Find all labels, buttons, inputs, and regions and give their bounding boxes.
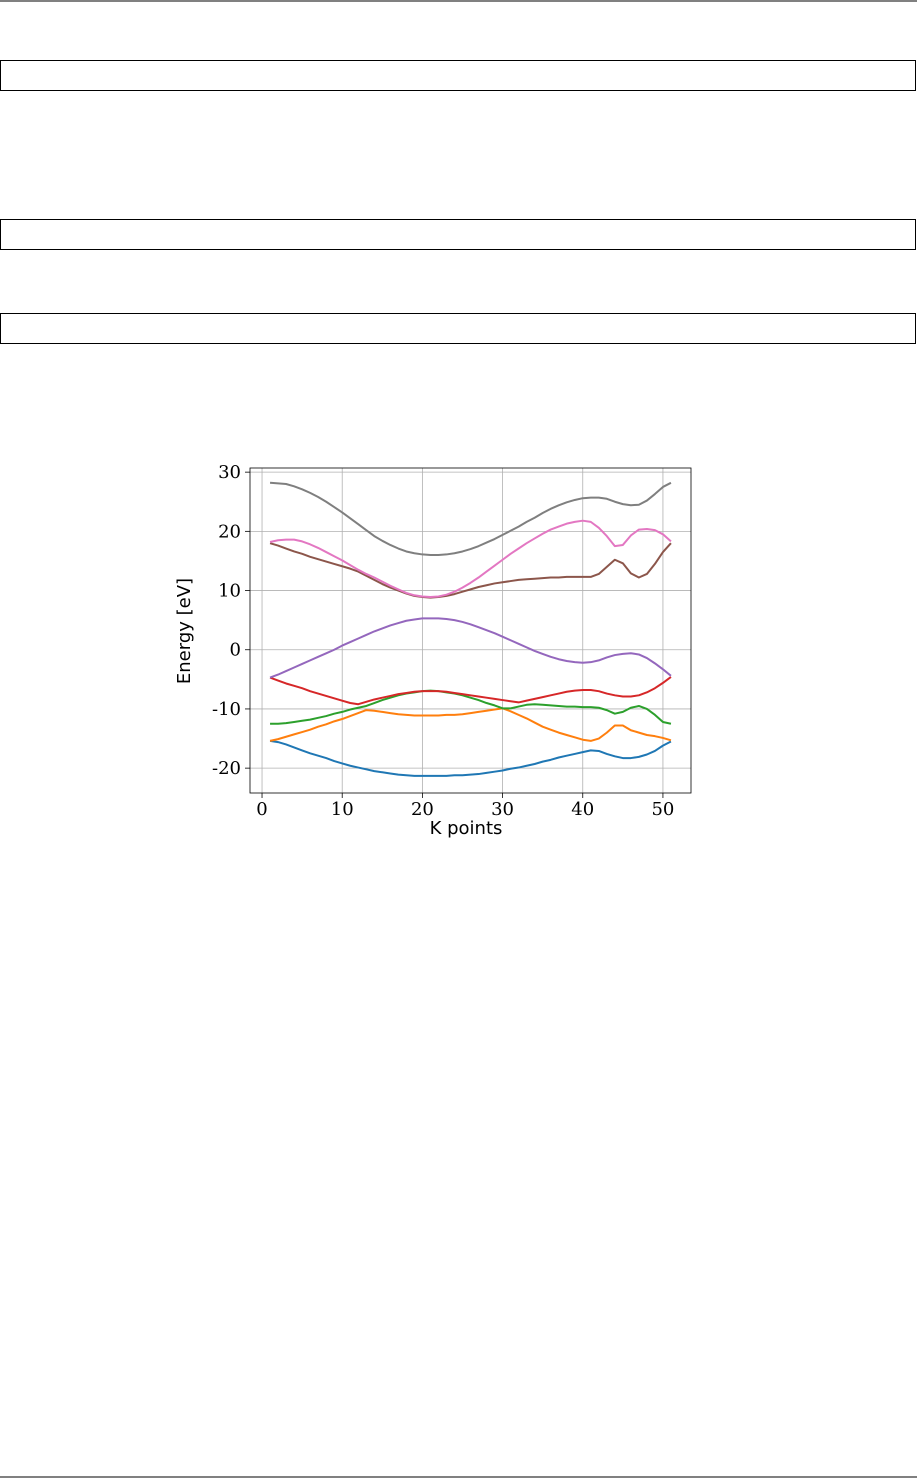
band-line (269, 617, 672, 679)
x-tick-label: 50 (651, 799, 674, 820)
y-axis-label: Energy [eV] (174, 578, 195, 684)
band-line (269, 739, 672, 777)
y-tick-label: -20 (212, 758, 241, 779)
band-line (269, 519, 672, 599)
y-tick-label: -10 (212, 699, 241, 720)
y-tick-label: 10 (218, 581, 241, 602)
band-line (269, 542, 672, 599)
code-box (0, 60, 916, 91)
band-line (270, 689, 672, 725)
code-box (0, 219, 916, 250)
x-tick-label: 20 (411, 799, 434, 820)
x-tick-label: 30 (491, 799, 514, 820)
x-tick-label: 10 (331, 799, 354, 820)
x-axis-label: K points (430, 818, 503, 839)
band-line (269, 707, 672, 742)
band-line (269, 676, 672, 706)
y-tick-label: 30 (218, 462, 241, 483)
y-tick-label: 20 (218, 521, 241, 542)
band-line (269, 481, 672, 557)
x-tick-label: 40 (571, 799, 594, 820)
y-tick-label: 0 (230, 640, 241, 661)
code-box (0, 313, 916, 344)
x-tick-label: 0 (256, 799, 267, 820)
plot-frame (249, 467, 692, 794)
